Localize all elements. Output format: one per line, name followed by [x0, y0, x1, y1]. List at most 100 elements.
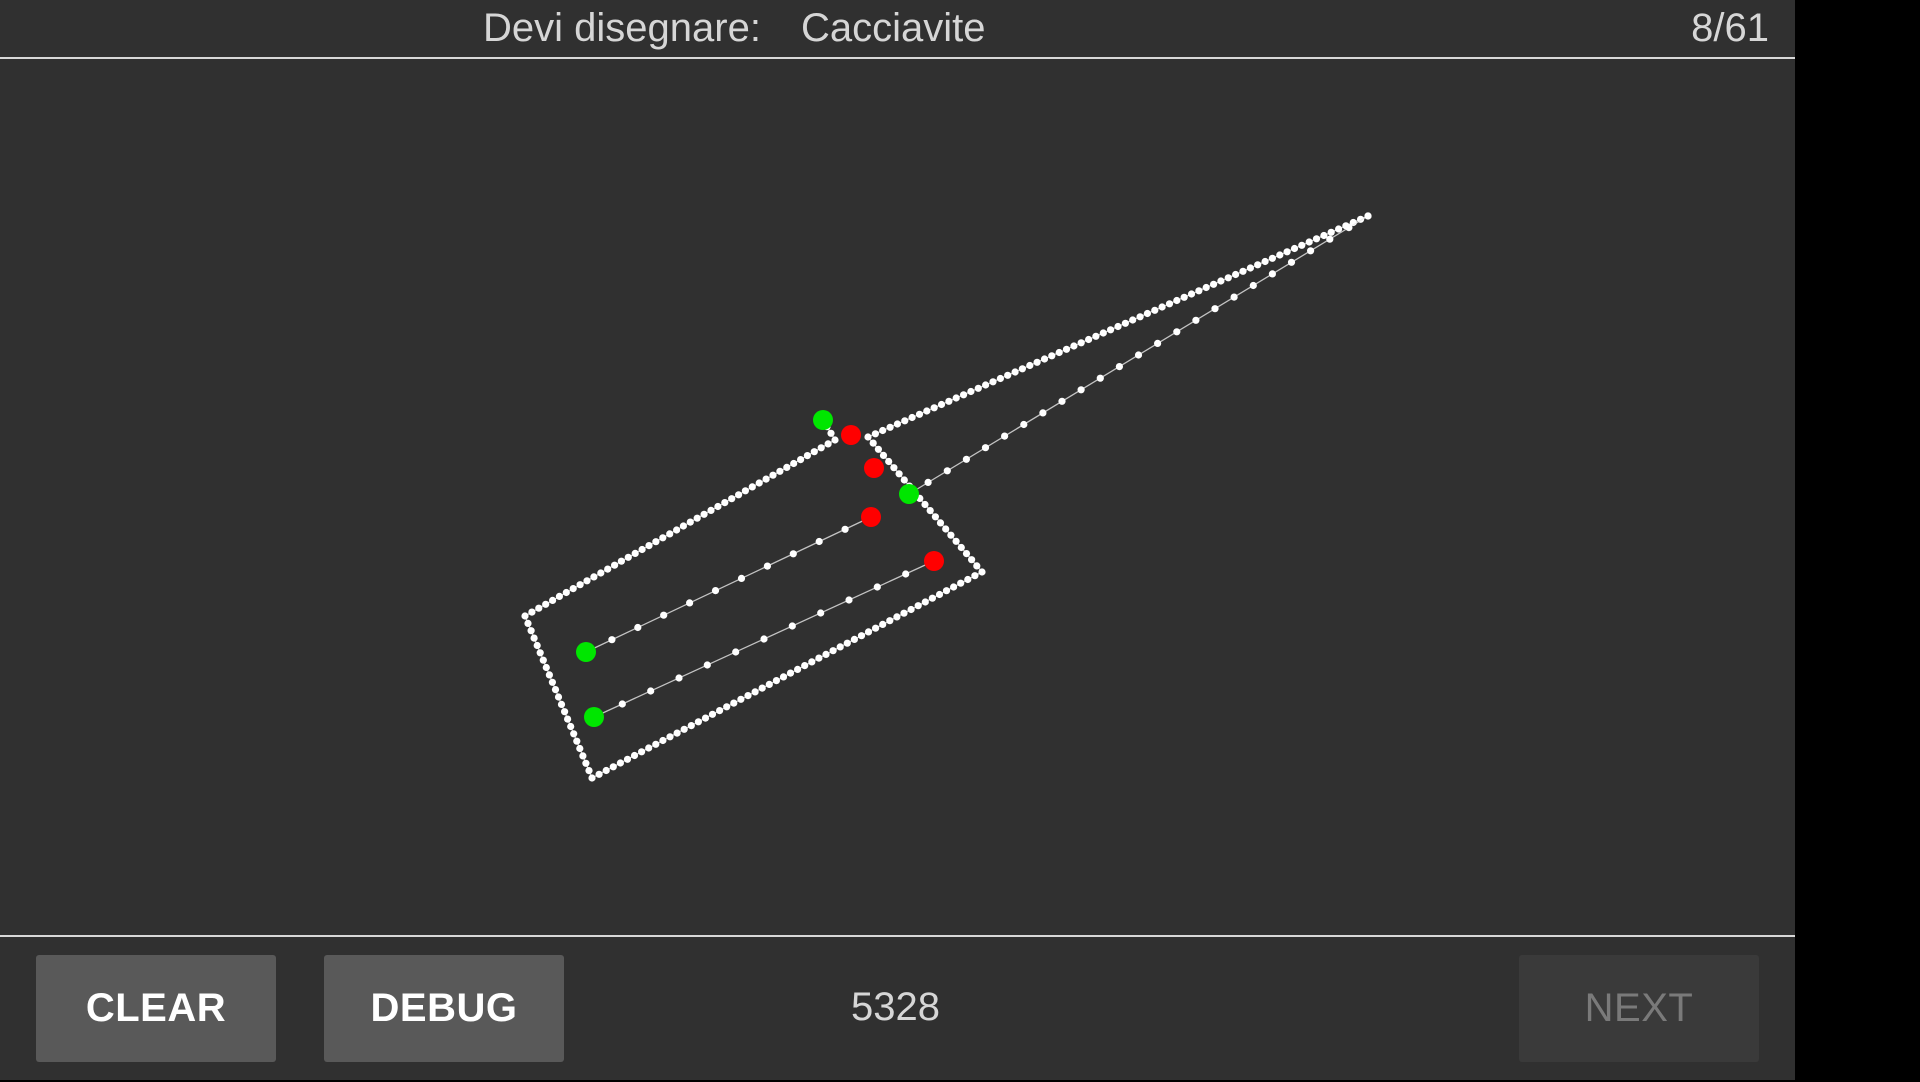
- drawing-canvas[interactable]: [0, 59, 1795, 935]
- stroke-point: [765, 680, 773, 689]
- stroke-point: [536, 649, 544, 657]
- stroke-point: [873, 583, 881, 591]
- stroke-point: [982, 381, 990, 389]
- stroke-point: [1154, 339, 1162, 347]
- stroke-point: [732, 648, 740, 656]
- stroke-point: [836, 643, 844, 651]
- stroke-point: [631, 549, 639, 557]
- stroke-point: [1305, 238, 1313, 246]
- stroke-point: [555, 592, 564, 601]
- stroke-point: [874, 445, 883, 453]
- stroke-point: [1249, 281, 1257, 290]
- stroke-point: [794, 665, 802, 674]
- stroke-point: [815, 654, 823, 662]
- stroke-point: [1143, 309, 1151, 318]
- stroke-point: [960, 391, 968, 399]
- header-bar: Devi disegnare: Cacciavite 8/61: [0, 0, 1795, 59]
- stroke-point: [707, 506, 715, 514]
- stroke-point: [590, 573, 598, 581]
- stroke-point: [1114, 322, 1122, 331]
- stroke-point: [843, 639, 851, 647]
- stroke-point: [735, 491, 743, 499]
- stroke-point: [808, 658, 816, 666]
- stroke-point: [769, 471, 777, 479]
- stroke-point: [1239, 267, 1247, 275]
- drawing-app-screen: Devi disegnare: Cacciavite 8/61 CLEAR DE…: [0, 0, 1795, 1080]
- stroke-point: [542, 663, 550, 672]
- stroke-point: [962, 455, 971, 463]
- stroke-point: [1055, 348, 1063, 357]
- stroke-point: [952, 394, 960, 402]
- stroke-point: [711, 587, 720, 595]
- stroke-point: [673, 729, 681, 737]
- stroke-point: [921, 598, 929, 606]
- stroke-point: [1158, 303, 1166, 311]
- stroke-point: [1307, 247, 1315, 255]
- stroke-point: [545, 671, 554, 679]
- stroke-point: [1173, 296, 1181, 305]
- stroke-point: [879, 620, 887, 629]
- stroke-point: [1210, 280, 1218, 288]
- stroke-point: [1048, 352, 1056, 360]
- debug-button[interactable]: DEBUG: [324, 955, 564, 1062]
- stroke-point: [1327, 228, 1335, 236]
- stroke-point: [885, 457, 893, 466]
- stroke-point: [597, 569, 605, 577]
- stroke-point: [788, 622, 796, 630]
- stroke-point: [573, 737, 581, 745]
- stroke-point: [714, 502, 722, 511]
- stroke-point: [928, 594, 937, 602]
- stroke-point: [886, 617, 894, 625]
- stroke-point: [879, 451, 888, 459]
- stroke-point: [1018, 365, 1026, 373]
- stroke-point: [1230, 293, 1238, 301]
- stroke-start-marker: [576, 642, 596, 662]
- stroke-point: [841, 525, 849, 533]
- stroke-point: [942, 525, 950, 533]
- stroke-point: [762, 475, 770, 483]
- stroke-point: [817, 609, 825, 617]
- stroke-point: [1107, 326, 1115, 334]
- stroke-point: [1224, 274, 1232, 282]
- stroke-point: [524, 619, 532, 628]
- stroke-end-marker: [841, 425, 861, 445]
- stroke-point: [638, 748, 646, 756]
- stroke-point: [716, 707, 724, 715]
- stroke-point: [786, 669, 795, 677]
- stroke-point: [942, 587, 951, 595]
- stroke-point: [652, 538, 660, 546]
- stroke-point: [723, 703, 731, 711]
- stroke-point: [569, 585, 577, 593]
- stroke-point: [978, 568, 986, 576]
- stroke-point: [831, 436, 839, 444]
- stroke-point: [1268, 270, 1276, 278]
- stroke-point: [737, 695, 745, 703]
- stroke-point: [666, 733, 674, 741]
- stroke-point: [789, 550, 797, 558]
- stroke-point: [730, 699, 738, 707]
- stroke-point: [915, 410, 924, 418]
- stroke-point: [936, 519, 945, 527]
- stroke-point: [602, 766, 610, 775]
- stroke-point: [914, 602, 922, 610]
- stroke-point: [604, 565, 612, 573]
- stroke-point: [1180, 293, 1188, 301]
- stroke-point: [694, 718, 703, 726]
- clear-button[interactable]: CLEAR: [36, 955, 276, 1062]
- strokes-layer: [521, 212, 1372, 782]
- stroke-point: [527, 627, 535, 635]
- stroke-point: [822, 650, 830, 659]
- stroke-point: [815, 537, 823, 546]
- stroke-point: [964, 575, 972, 584]
- stroke-point: [1033, 358, 1041, 366]
- stroke-point: [772, 677, 781, 685]
- stroke-point: [1202, 283, 1210, 292]
- stroke-point: [1217, 277, 1225, 285]
- footer-bar: CLEAR DEBUG 5328 NEXT: [0, 935, 1795, 1082]
- stroke-point: [549, 596, 557, 605]
- next-button[interactable]: NEXT: [1519, 955, 1759, 1062]
- stroke-point: [679, 522, 688, 530]
- stroke-point: [579, 752, 587, 760]
- stroke-point: [971, 572, 979, 580]
- stroke-point: [1298, 241, 1306, 249]
